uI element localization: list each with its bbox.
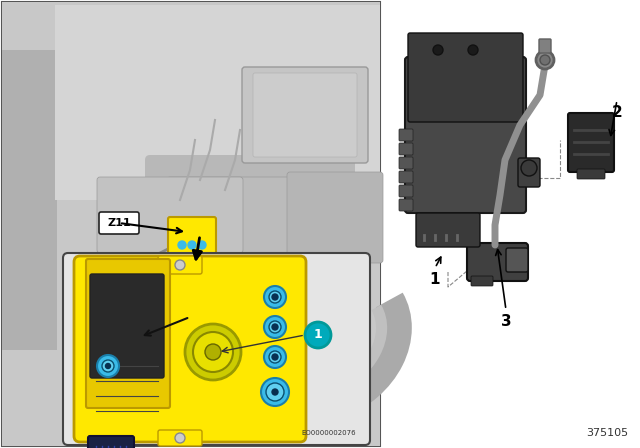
FancyBboxPatch shape xyxy=(158,256,202,274)
FancyBboxPatch shape xyxy=(74,256,306,442)
Circle shape xyxy=(102,360,114,372)
FancyBboxPatch shape xyxy=(471,276,493,286)
FancyBboxPatch shape xyxy=(63,253,370,445)
Text: V: V xyxy=(277,396,292,414)
FancyBboxPatch shape xyxy=(399,143,413,155)
Wedge shape xyxy=(317,370,335,388)
Circle shape xyxy=(269,291,281,303)
FancyBboxPatch shape xyxy=(506,248,528,272)
Wedge shape xyxy=(335,352,353,370)
FancyBboxPatch shape xyxy=(405,57,526,213)
FancyBboxPatch shape xyxy=(90,274,164,378)
FancyBboxPatch shape xyxy=(2,2,380,446)
FancyBboxPatch shape xyxy=(2,2,380,446)
Circle shape xyxy=(178,241,186,249)
FancyBboxPatch shape xyxy=(399,199,413,211)
FancyBboxPatch shape xyxy=(145,155,355,355)
FancyBboxPatch shape xyxy=(408,33,523,122)
Circle shape xyxy=(264,346,286,368)
Circle shape xyxy=(261,378,289,406)
FancyBboxPatch shape xyxy=(158,430,202,446)
Text: turbo: turbo xyxy=(257,306,279,314)
Circle shape xyxy=(188,241,196,249)
Circle shape xyxy=(106,363,111,369)
FancyBboxPatch shape xyxy=(168,217,216,259)
Text: 3: 3 xyxy=(500,314,511,329)
Circle shape xyxy=(536,51,554,69)
Circle shape xyxy=(433,45,443,55)
FancyBboxPatch shape xyxy=(242,67,368,163)
Text: 375105: 375105 xyxy=(586,428,628,438)
Circle shape xyxy=(269,321,281,333)
FancyBboxPatch shape xyxy=(425,37,486,63)
Circle shape xyxy=(272,324,278,330)
FancyBboxPatch shape xyxy=(539,39,551,53)
FancyBboxPatch shape xyxy=(416,213,480,247)
FancyBboxPatch shape xyxy=(99,212,139,234)
Circle shape xyxy=(305,322,331,348)
Circle shape xyxy=(269,351,281,363)
Wedge shape xyxy=(317,352,335,370)
FancyBboxPatch shape xyxy=(399,157,413,169)
Text: 1: 1 xyxy=(429,272,440,288)
Circle shape xyxy=(272,389,278,395)
FancyBboxPatch shape xyxy=(287,172,383,263)
Circle shape xyxy=(185,324,241,380)
FancyBboxPatch shape xyxy=(467,243,528,281)
FancyBboxPatch shape xyxy=(86,259,170,408)
Circle shape xyxy=(193,332,233,372)
Text: EO0000002076: EO0000002076 xyxy=(301,430,356,436)
FancyBboxPatch shape xyxy=(2,50,57,350)
FancyBboxPatch shape xyxy=(167,177,333,283)
Circle shape xyxy=(97,355,119,377)
Circle shape xyxy=(264,286,286,308)
Circle shape xyxy=(266,383,284,401)
FancyBboxPatch shape xyxy=(97,177,243,253)
FancyBboxPatch shape xyxy=(577,169,605,179)
FancyBboxPatch shape xyxy=(253,73,357,157)
FancyBboxPatch shape xyxy=(399,129,413,141)
Circle shape xyxy=(264,316,286,338)
FancyBboxPatch shape xyxy=(399,185,413,197)
Circle shape xyxy=(205,344,221,360)
Text: 2: 2 xyxy=(612,104,622,120)
FancyBboxPatch shape xyxy=(399,171,413,183)
FancyBboxPatch shape xyxy=(568,113,614,172)
Circle shape xyxy=(521,160,537,176)
Circle shape xyxy=(468,45,478,55)
Text: Z11: Z11 xyxy=(107,218,131,228)
Circle shape xyxy=(198,241,206,249)
Circle shape xyxy=(175,433,185,443)
FancyBboxPatch shape xyxy=(88,436,134,448)
Circle shape xyxy=(272,294,278,300)
Circle shape xyxy=(272,354,278,360)
Wedge shape xyxy=(335,370,353,388)
Circle shape xyxy=(175,260,185,270)
Circle shape xyxy=(540,55,550,65)
Text: 1: 1 xyxy=(314,328,323,341)
FancyBboxPatch shape xyxy=(55,5,380,200)
FancyBboxPatch shape xyxy=(518,158,540,187)
